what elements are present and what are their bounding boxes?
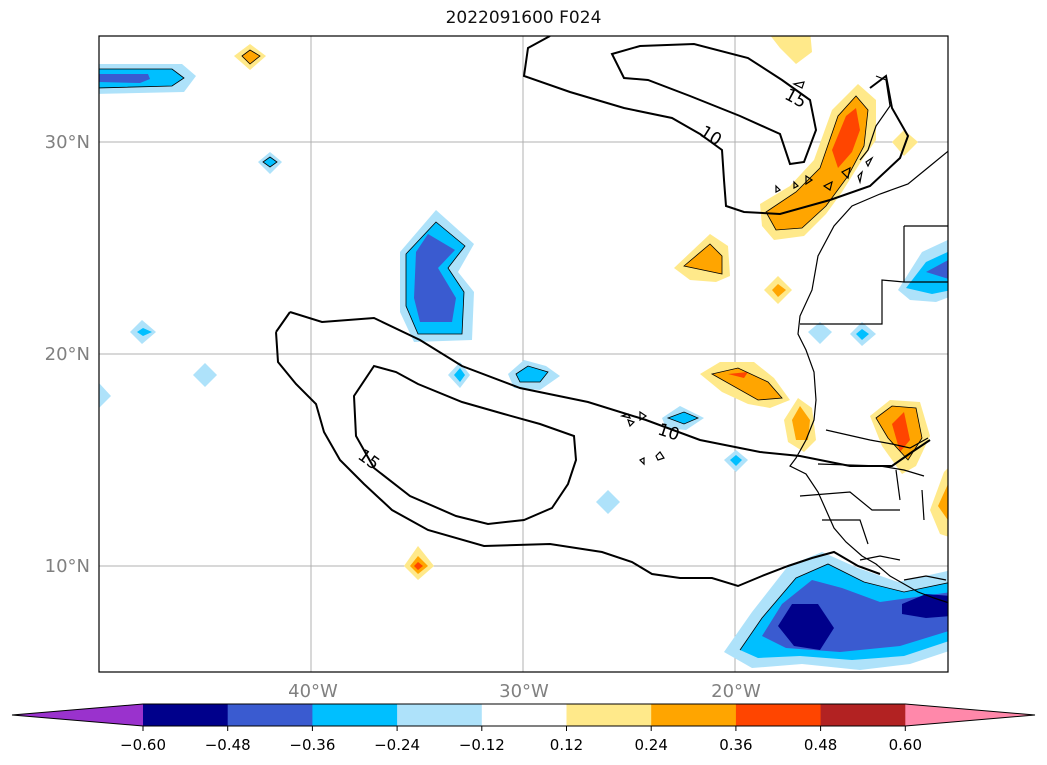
shading-patch-c3 [414,234,456,322]
shading-patch-w2 [792,406,810,440]
shading-patch-c4 [778,604,834,650]
anomaly-outline [875,405,923,461]
shading-patch-c2 [454,368,465,382]
negative-anomaly-patches [99,64,948,670]
coastline-iberia [859,75,891,161]
contour-15-south [352,364,578,526]
colorbar-tick-label: −0.36 [289,736,335,754]
shading-patch-w3 [832,108,860,168]
shading-patch-w2 [772,284,786,297]
shading-patch-w1 [930,468,948,537]
map-title: 2022091600 F024 [445,8,602,28]
colorbar-segment [735,704,822,726]
colorbar-segment [820,704,906,726]
contour-label: 15 [781,85,809,113]
lon-label-40w: 40°W [288,681,338,702]
colorbar-segment [566,704,652,726]
colorbar: −0.60 −0.48 −0.36 −0.24 −0.12 0.12 0.24 0.36 0.4… [11,703,1036,754]
shading-patch-c3 [99,74,150,83]
colorbar-tick-label: 0.36 [719,736,752,754]
anomaly-outline [515,365,549,383]
colorbar-tick-label: 0.60 [889,736,922,754]
shading-patch-c1 [596,490,620,514]
colorbar-segment [651,704,737,726]
positive-anomaly-patches [234,36,948,580]
colorbar-segment [481,704,567,726]
shading-patch-c2 [137,328,152,336]
shading-patch-w2 [712,368,782,400]
colorbar-tick-label: 0.12 [550,736,583,754]
shading-patch-c1 [193,363,217,387]
anomaly-outline [262,156,278,168]
shading-patch-w2 [684,244,722,274]
shading-patch-c3 [926,260,948,279]
shading-patch-c2 [906,251,948,294]
shading-patch-c1 [808,322,832,344]
colorbar-extend-low [12,704,143,726]
axis-labels: 30°N 20°N 10°N 40°W 30°W 20°W [45,132,761,702]
shading-patch-c4 [902,594,948,618]
border-lines [799,225,948,581]
anomaly-outline [765,95,869,231]
colorbar-tick-label: −0.24 [374,736,420,754]
lon-label-20w: 20°W [711,681,761,702]
contour-lines [275,36,931,588]
anomaly-outline [666,411,700,425]
anomaly-outline [739,563,948,651]
shading-patch-w3 [728,372,748,378]
anomaly-outline [683,243,723,275]
shading-patch-w1 [770,36,812,64]
colorbar-tick-label: −0.60 [120,736,166,754]
colorbar-segment [312,704,398,726]
contour-15-north [610,42,818,166]
contour-label: 15 [354,446,383,475]
coastline-africa [789,150,948,604]
madeira-island [792,81,805,89]
contour-label: 10 [696,122,725,150]
anomaly-outlines [99,49,948,651]
canary-islands [775,156,874,193]
cape-verde-islands [619,410,665,466]
contour-10-north [522,36,910,216]
shading-patch-c1 [99,383,111,408]
colorbar-extend-high [905,704,1035,726]
coastlines [619,75,948,604]
colorbar-tick-label: 0.24 [634,736,667,754]
colorbar-tick-label: −0.48 [205,736,251,754]
contour-10-south [275,311,931,588]
shading-patch-c2 [730,455,742,466]
lon-label-30w: 30°W [499,681,549,702]
colorbar-segment [143,704,229,726]
shading-patch-c2 [856,329,869,340]
gridlines [99,36,948,672]
shading-patch-w3 [414,562,423,570]
colorbar-segment [227,704,313,726]
lat-label-10n: 10°N [45,556,90,577]
anomaly-outline [710,367,783,401]
colorbar-tick-label: −0.12 [459,736,505,754]
map-frame [98,35,949,673]
lat-label-20n: 20°N [45,344,90,365]
shading-patch-w2 [938,484,948,521]
colorbar-tick-label: 0.48 [804,736,837,754]
shading-patch-w3 [892,412,910,452]
anomaly-outline [405,221,466,335]
colorbar-segment [397,704,483,726]
anomaly-outline [241,49,261,65]
lat-label-30n: 30°N [45,132,90,153]
anomaly-outline [99,68,185,89]
